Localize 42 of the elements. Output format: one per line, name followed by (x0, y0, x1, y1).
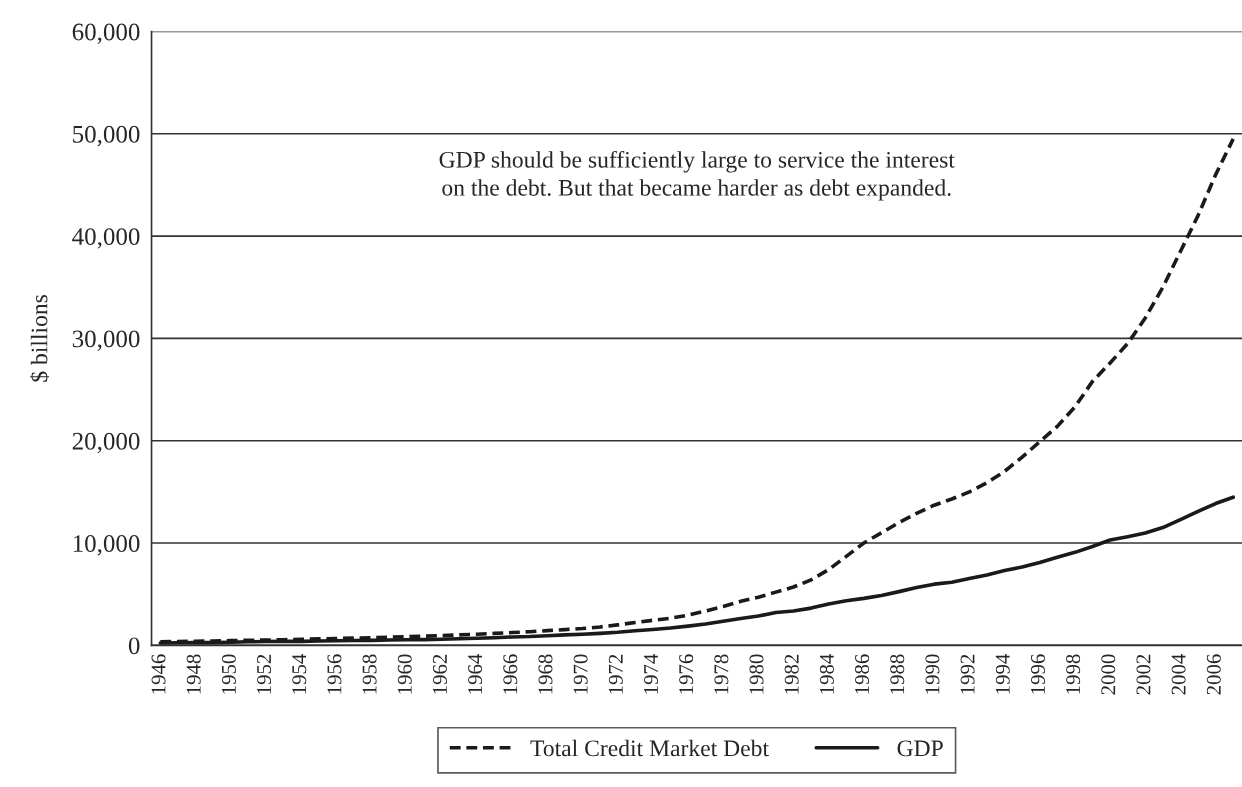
x-tick-label: 1988 (890, 654, 905, 694)
y-axis-title: $ billions (30, 294, 49, 382)
x-tick-label: 1982 (784, 654, 799, 694)
x-tick-label: 1974 (644, 654, 659, 694)
x-tick-label: 1996 (1030, 654, 1045, 694)
x-tick-label: 1978 (714, 654, 729, 694)
x-tick-label: 1990 (925, 654, 940, 694)
x-tick-label: 1986 (855, 654, 870, 694)
y-tick-label: 50,000 (73, 125, 140, 147)
legend-label: GDP (897, 740, 943, 757)
x-tick-label: 1964 (468, 654, 483, 694)
y-tick-label: 40,000 (72, 228, 140, 249)
y-tick-label: 20,000 (72, 432, 140, 454)
x-tick-label: 1984 (819, 654, 834, 694)
x-tick-label: 1958 (362, 654, 377, 694)
x-tick-label: 1946 (151, 654, 166, 694)
x-tick-label: 1956 (327, 654, 342, 694)
x-tick-label: 2006 (1206, 654, 1221, 695)
x-tick-label: 2000 (1101, 654, 1116, 695)
x-tick-label: 2004 (1171, 654, 1186, 695)
x-tick-label: 1948 (186, 654, 201, 694)
y-tick-label: 0 (128, 637, 140, 655)
x-tick-label: 1980 (749, 654, 764, 694)
legend-label: Total Credit Market Debt (530, 739, 769, 757)
annotation: GDP should be sufficiently large to service the interest on the debt. But that became harder as debt expanded. (439, 150, 955, 201)
x-tick-label: 2002 (1136, 654, 1151, 695)
y-tick-label: 10,000 (73, 535, 140, 556)
x-tick-label: 1994 (995, 654, 1010, 694)
x-tick-label: 1960 (397, 654, 412, 694)
x-tick-label: 1998 (1066, 654, 1081, 694)
x-tick-label: 1950 (221, 654, 236, 694)
x-tick-label: 1966 (503, 654, 518, 694)
x-tick-label: 1992 (960, 654, 975, 694)
x-tick-label: 1962 (432, 654, 447, 694)
y-tick-label: 30,000 (72, 330, 140, 351)
x-tick-label: 1972 (608, 654, 623, 694)
x-tick-label: 1968 (538, 654, 553, 694)
y-tick-label: 60,000 (72, 23, 140, 44)
x-tick-label: 1976 (679, 654, 694, 694)
x-tick-label: 1970 (573, 654, 588, 694)
x-tick-label: 1952 (257, 654, 272, 694)
x-tick-label: 1954 (292, 654, 307, 694)
